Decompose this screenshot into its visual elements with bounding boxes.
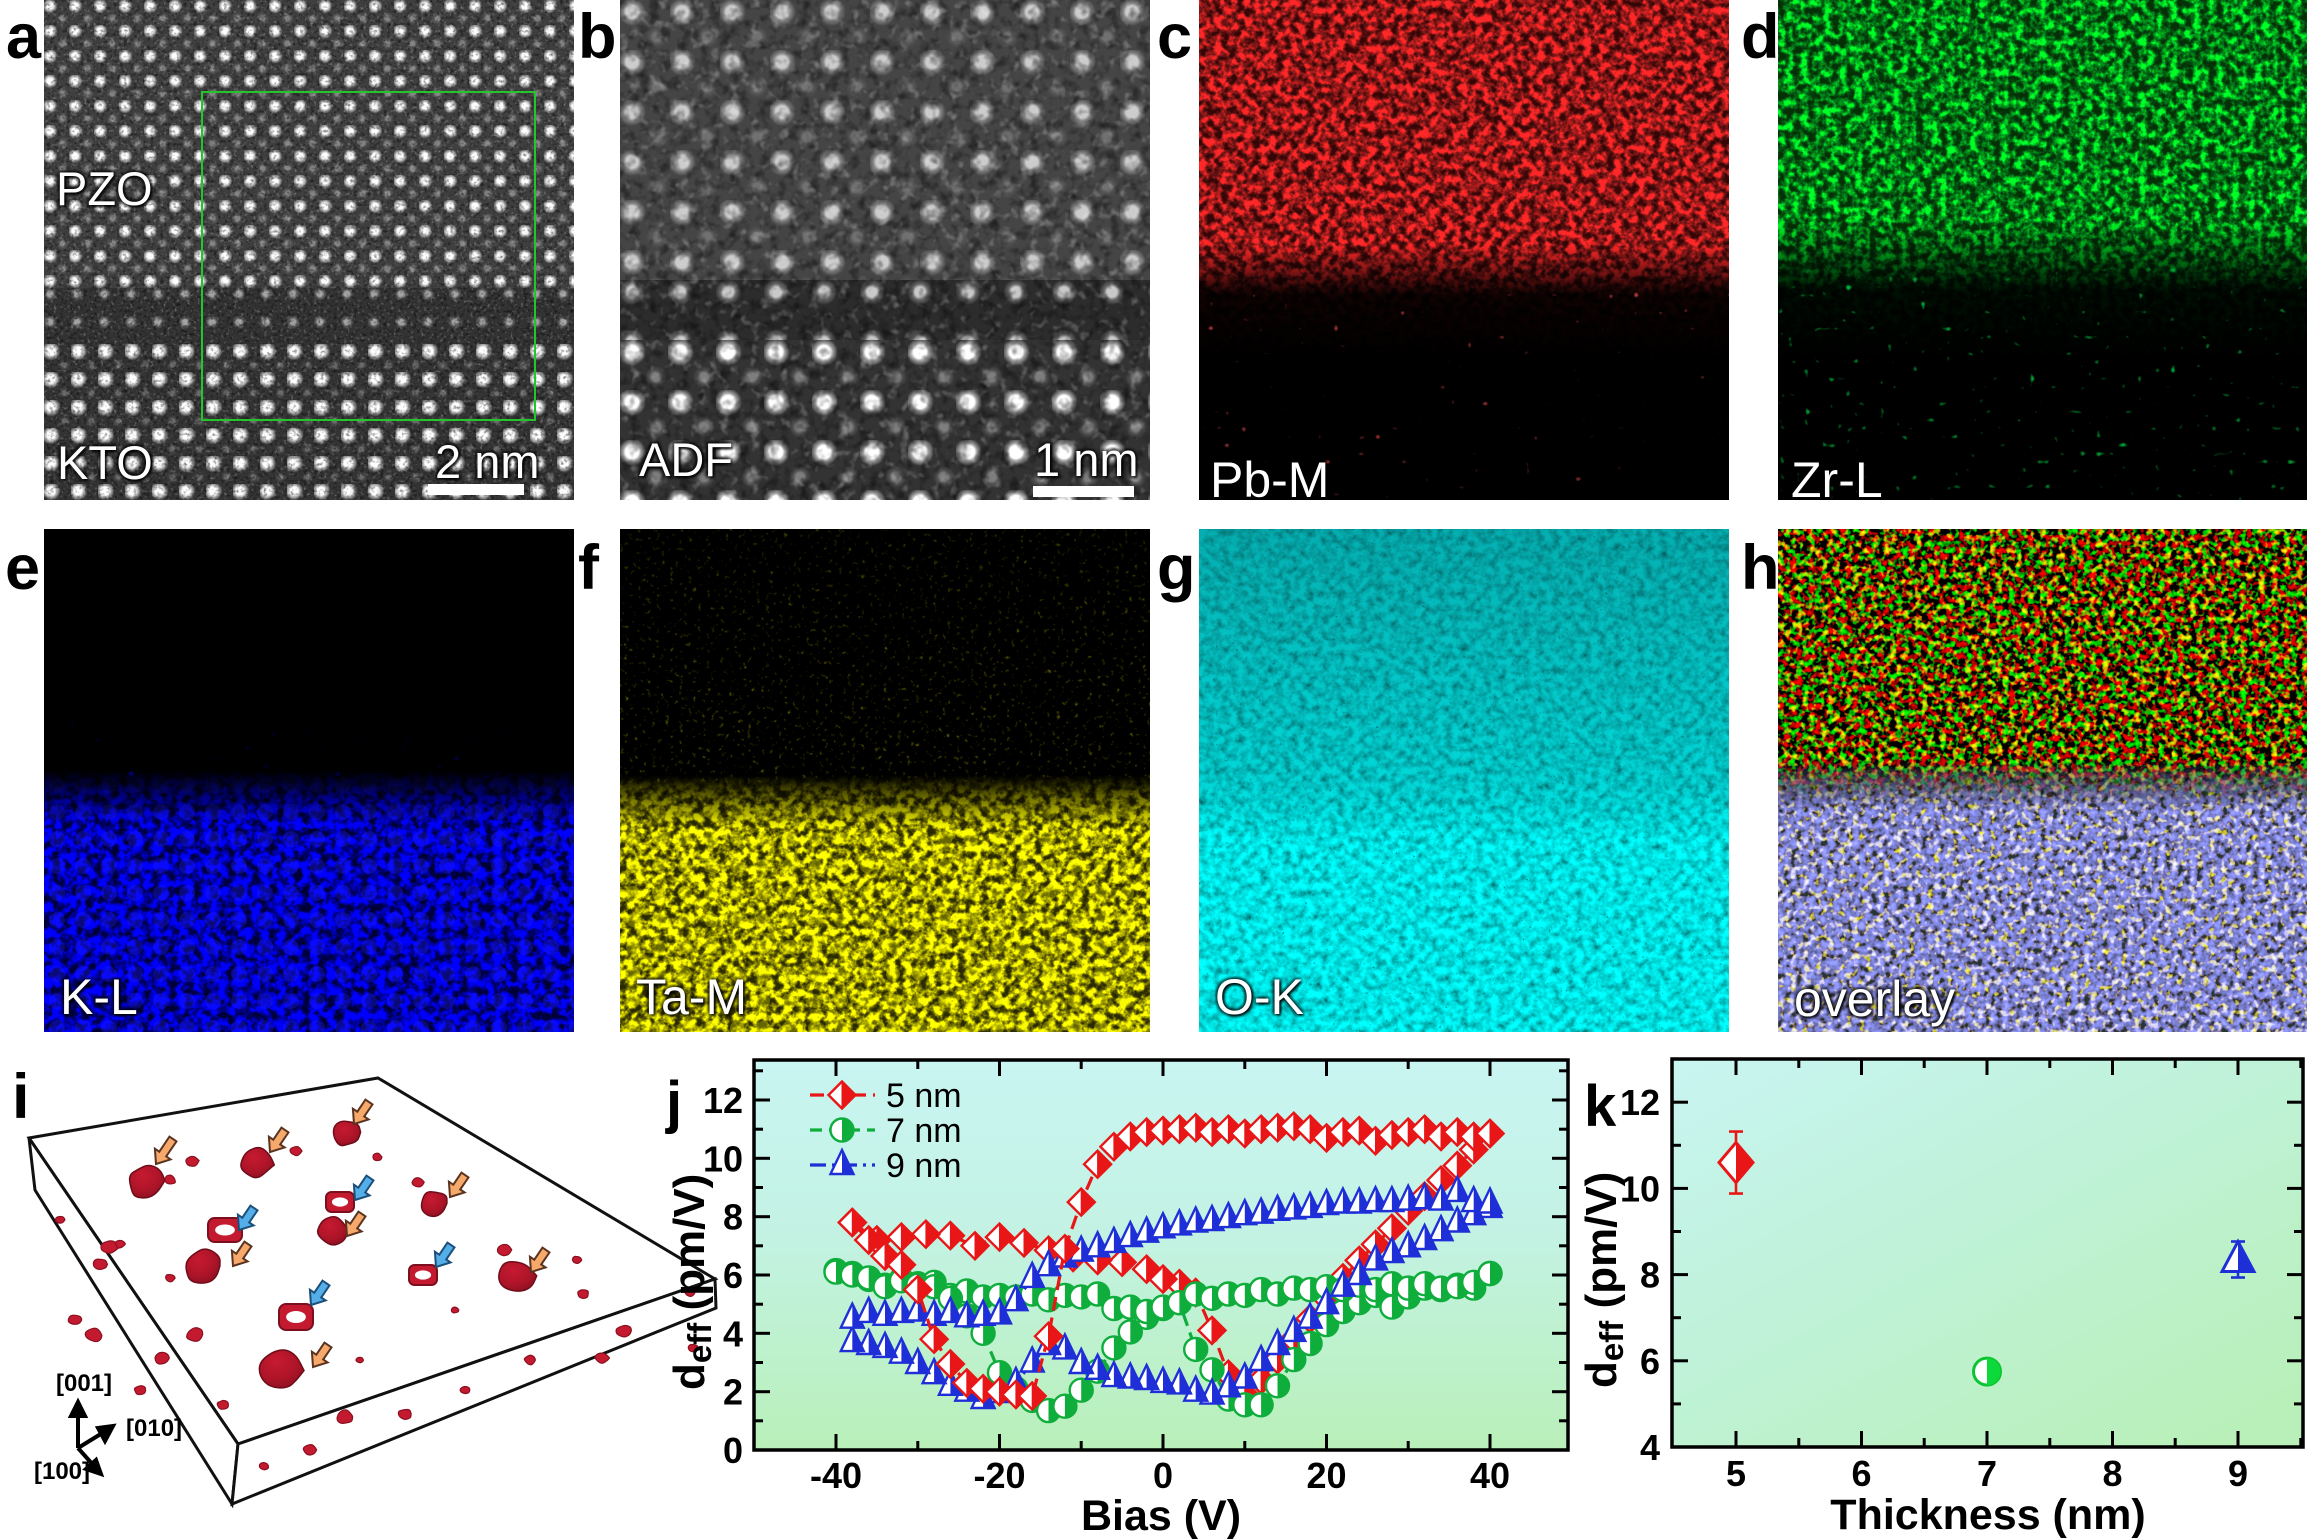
svg-text:6: 6 [1640,1341,1660,1382]
svg-text:7 nm: 7 nm [886,1112,962,1150]
svg-text:[001]: [001] [56,1370,112,1397]
svg-text:deff (pm/V): deff (pm/V) [665,1174,718,1390]
svg-text:20: 20 [1306,1455,1346,1496]
svg-text:9 nm: 9 nm [886,1147,962,1185]
svg-text:Thickness (nm): Thickness (nm) [1830,1491,2145,1539]
svg-text:-40: -40 [810,1455,862,1496]
svg-text:10: 10 [1620,1168,1660,1209]
svg-text:6: 6 [1851,1453,1871,1494]
svg-text:8: 8 [1640,1255,1660,1296]
svg-text:2: 2 [723,1372,743,1413]
svg-text:0: 0 [723,1430,743,1471]
svg-text:12: 12 [703,1080,743,1121]
svg-text:8: 8 [2102,1453,2122,1494]
svg-text:7: 7 [1977,1453,1997,1494]
svg-text:10: 10 [703,1138,743,1179]
svg-text:deff (pm/V): deff (pm/V) [1577,1172,1630,1388]
svg-text:5 nm: 5 nm [886,1077,962,1115]
svg-text:4: 4 [1640,1427,1660,1468]
svg-text:Bias (V): Bias (V) [1081,1492,1241,1540]
svg-text:12: 12 [1620,1082,1660,1123]
svg-text:[100]: [100] [34,1458,90,1485]
svg-text:-20: -20 [973,1455,1025,1496]
svg-text:[010]: [010] [126,1415,182,1442]
svg-text:8: 8 [723,1197,743,1238]
svg-text:5: 5 [1726,1453,1746,1494]
svg-text:6: 6 [723,1255,743,1296]
svg-text:0: 0 [1153,1455,1173,1496]
svg-text:9: 9 [2228,1453,2248,1494]
svg-text:40: 40 [1470,1455,1510,1496]
svg-text:4: 4 [723,1313,743,1354]
